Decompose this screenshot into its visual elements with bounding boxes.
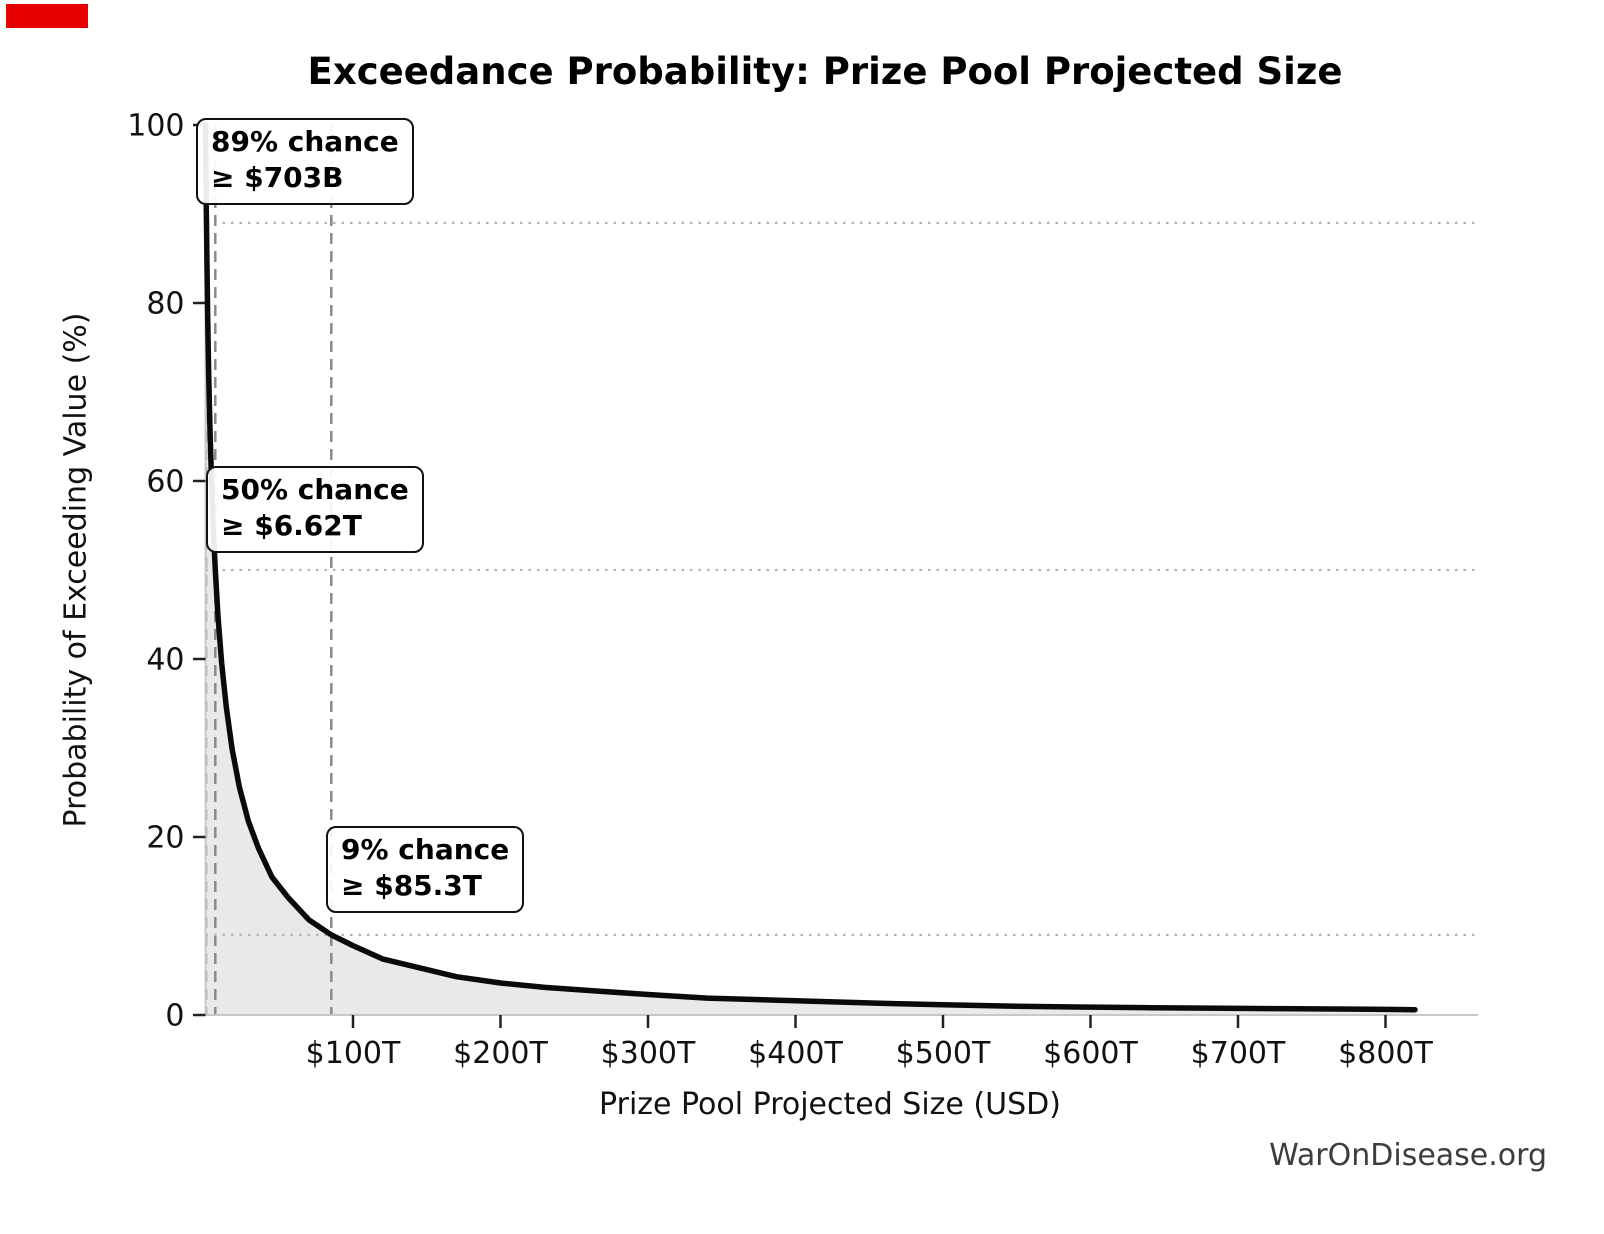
y-tick-label: 40 <box>146 643 184 678</box>
x-tick-label: $400T <box>748 1036 843 1071</box>
exceedance-curve <box>202 122 1418 1013</box>
x-tick-label: $300T <box>601 1036 696 1071</box>
x-tick-label: $500T <box>896 1036 991 1071</box>
x-tick-label: $200T <box>453 1036 548 1071</box>
annotation-probability-text: 50% chance <box>221 473 409 506</box>
annotation-probability-text: 89% chance <box>211 125 399 158</box>
watermark: WarOnDisease.org <box>1269 1138 1547 1173</box>
y-tick-label: 0 <box>165 999 184 1034</box>
x-tick-label: $100T <box>306 1036 401 1071</box>
x-tick-label: $600T <box>1043 1036 1138 1071</box>
x-axis-label: Prize Pool Projected Size (USD) <box>599 1087 1061 1122</box>
y-tick-label: 20 <box>146 821 184 856</box>
annotation-50-percent: 50% chance ≥ $6.62T <box>206 466 424 553</box>
chart-title: Exceedance Probability: Prize Pool Proje… <box>307 50 1343 93</box>
y-tick-label: 60 <box>146 465 184 500</box>
x-tick-label: $700T <box>1191 1036 1286 1071</box>
red-marker <box>6 4 88 28</box>
annotation-89-percent: 89% chance ≥ $703B <box>196 118 414 205</box>
annotation-value-text: ≥ $6.62T <box>221 509 362 543</box>
annotation-value-text: ≥ $85.3T <box>341 869 482 903</box>
annotation-value-text: ≥ $703B <box>211 161 344 195</box>
y-tick-label: 80 <box>146 287 184 322</box>
annotation-probability-text: 9% chance <box>341 833 510 866</box>
annotation-9-percent: 9% chance ≥ $85.3T <box>326 826 525 913</box>
x-tick-label: $800T <box>1338 1036 1433 1071</box>
y-axis-label: Probability of Exceeding Value (%) <box>58 312 94 828</box>
y-tick-label: 100 <box>127 109 184 144</box>
